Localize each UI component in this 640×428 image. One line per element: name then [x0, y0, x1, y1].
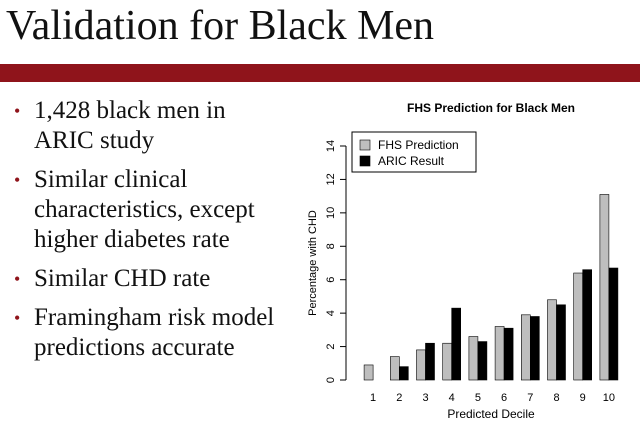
bar-fhs-prediction [573, 272, 584, 381]
x-tick-label: 2 [396, 392, 402, 404]
bar-aric-result [503, 327, 514, 381]
bar-fhs-prediction [416, 349, 426, 381]
x-tick-label: 10 [603, 392, 615, 404]
bullet-text: Similar clinical characteristics, except… [34, 166, 255, 253]
x-tick-label: 9 [580, 392, 586, 404]
y-tick-label: 2 [325, 344, 337, 350]
x-tick-label: 6 [501, 392, 507, 404]
x-tick-label: 4 [449, 392, 455, 404]
y-tick-label: 0 [325, 377, 337, 383]
bullet-dot-icon: • [14, 101, 21, 121]
x-tick-label: 8 [553, 392, 559, 404]
legend-label: ARIC Result [378, 154, 445, 168]
bullet-list: • 1,428 black men in ARIC study • Similar … [14, 96, 284, 372]
bar-aric-result [556, 304, 566, 381]
bullet-text: Similar CHD rate [34, 265, 211, 292]
bullet-item: • Framingham risk model predictions accur… [14, 303, 284, 363]
bar-fhs-prediction [599, 194, 610, 381]
y-tick-label: 10 [325, 207, 337, 219]
bar-aric-result [477, 341, 488, 381]
bullet-item: • Similar CHD rate [14, 264, 284, 294]
bar-fhs-prediction [494, 326, 505, 381]
legend-swatch [359, 139, 371, 151]
legend-box [351, 131, 477, 173]
y-tick-label: 8 [325, 243, 337, 249]
bar-aric-result [608, 267, 619, 381]
x-tick-label: 5 [475, 392, 481, 404]
bar-fhs-prediction [521, 314, 531, 381]
bar-fhs-prediction [363, 364, 374, 381]
bullet-dot-icon: • [14, 308, 21, 328]
y-tick-label: 12 [325, 173, 337, 185]
bullet-dot-icon: • [14, 170, 21, 190]
bullet-text: Framingham risk model predictions accura… [34, 304, 275, 361]
y-axis-label: Percentage with CHD [307, 210, 319, 316]
x-tick-label: 3 [422, 392, 428, 404]
bar-aric-result [530, 316, 540, 381]
x-tick-label: 7 [527, 392, 533, 404]
legend-swatch [359, 155, 371, 167]
bullet-item: • 1,428 black men in ARIC study [14, 96, 284, 156]
bar-fhs-prediction [547, 299, 557, 381]
y-tick-label: 14 [325, 140, 337, 152]
chart-title: FHS Prediction for Black Men [407, 101, 575, 115]
x-tick-label: 1 [370, 392, 376, 404]
y-tick-label: 4 [325, 310, 337, 316]
bar-aric-result [399, 366, 409, 381]
legend-label: FHS Prediction [378, 138, 459, 152]
slide-title: Validation for Black Men [6, 3, 435, 49]
bar-fhs-prediction [468, 336, 479, 381]
bullet-text: 1,428 black men in ARIC study [34, 97, 226, 154]
bullet-item: • Similar clinical characteristics, excep… [14, 165, 284, 255]
y-tick-label: 6 [325, 277, 337, 283]
bar-aric-result [425, 342, 435, 381]
bar-aric-result [582, 269, 593, 381]
chd-bar-chart: FHS Prediction for Black Men02468101214P… [307, 101, 619, 421]
bar-aric-result [451, 307, 461, 381]
bar-fhs-prediction [390, 356, 400, 381]
x-axis-label: Predicted Decile [447, 407, 535, 421]
bar-fhs-prediction [442, 342, 452, 381]
title-bar [0, 64, 640, 82]
bullet-dot-icon: • [14, 269, 21, 289]
